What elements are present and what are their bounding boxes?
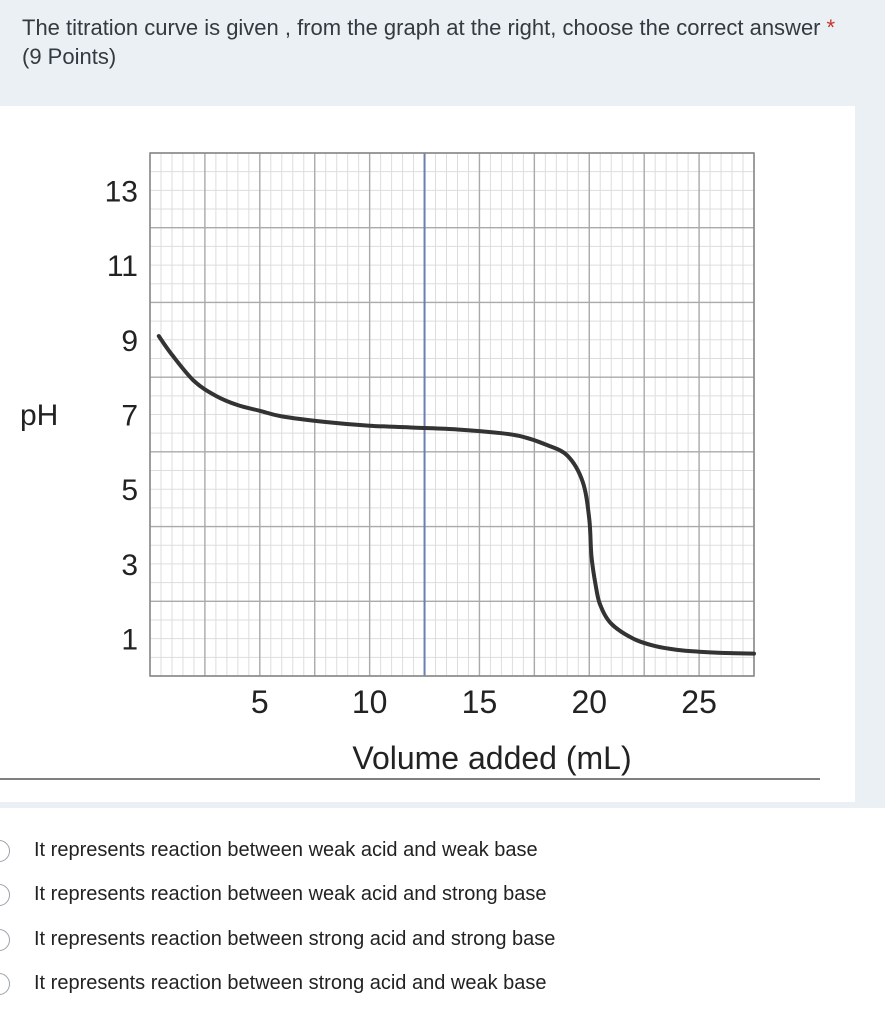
x-tick-label: 25 xyxy=(681,684,717,720)
y-tick-label: 7 xyxy=(121,400,138,433)
image-border-bottom xyxy=(0,802,885,808)
y-tick-label: 3 xyxy=(121,549,138,582)
titration-curve xyxy=(156,334,756,656)
y-tick-label: 1 xyxy=(121,624,138,657)
x-tick-label: 15 xyxy=(462,684,498,720)
radio-button[interactable] xyxy=(0,973,10,995)
y-tick-label: 9 xyxy=(121,325,138,358)
x-axis-label: Volume added (mL) xyxy=(352,740,631,776)
question-image: 13 11 9 7 5 3 1 5 10 15 20 25 pH Volume added (mL) xyxy=(0,106,855,802)
question-points: (9 Points) xyxy=(22,44,117,69)
image-border-right xyxy=(855,106,885,802)
y-tick-label: 11 xyxy=(107,250,138,283)
plot-frame xyxy=(149,152,755,677)
option-label: It represents reaction between strong ac… xyxy=(34,972,547,994)
y-tick-label: 5 xyxy=(121,474,138,507)
chart-grid xyxy=(149,152,755,677)
option-label: It represents reaction between weak acid… xyxy=(34,839,538,861)
question-title-text: The titration curve is given , from the … xyxy=(22,15,821,40)
x-tick-label: 5 xyxy=(251,684,269,720)
radio-button[interactable] xyxy=(0,884,10,906)
required-asterisk: * xyxy=(826,15,836,40)
option-1[interactable]: It represents reaction between weak acid… xyxy=(0,831,885,871)
x-tick-label: 20 xyxy=(571,684,607,720)
x-tick-label: 10 xyxy=(352,684,388,720)
question-title: The titration curve is given , from the … xyxy=(22,14,835,41)
radio-button[interactable] xyxy=(0,840,10,862)
option-4[interactable]: It represents reaction between strong ac… xyxy=(0,964,885,1004)
y-tick-label: 13 xyxy=(105,175,138,208)
option-label: It represents reaction between strong ac… xyxy=(34,928,556,950)
radio-button[interactable] xyxy=(0,929,10,951)
y-axis-label: pH xyxy=(20,399,58,432)
option-label: It represents reaction between weak acid… xyxy=(34,883,547,905)
option-2[interactable]: It represents reaction between weak acid… xyxy=(0,875,885,915)
question-header: The titration curve is given , from the … xyxy=(0,0,885,108)
option-3[interactable]: It represents reaction between strong ac… xyxy=(0,920,885,960)
